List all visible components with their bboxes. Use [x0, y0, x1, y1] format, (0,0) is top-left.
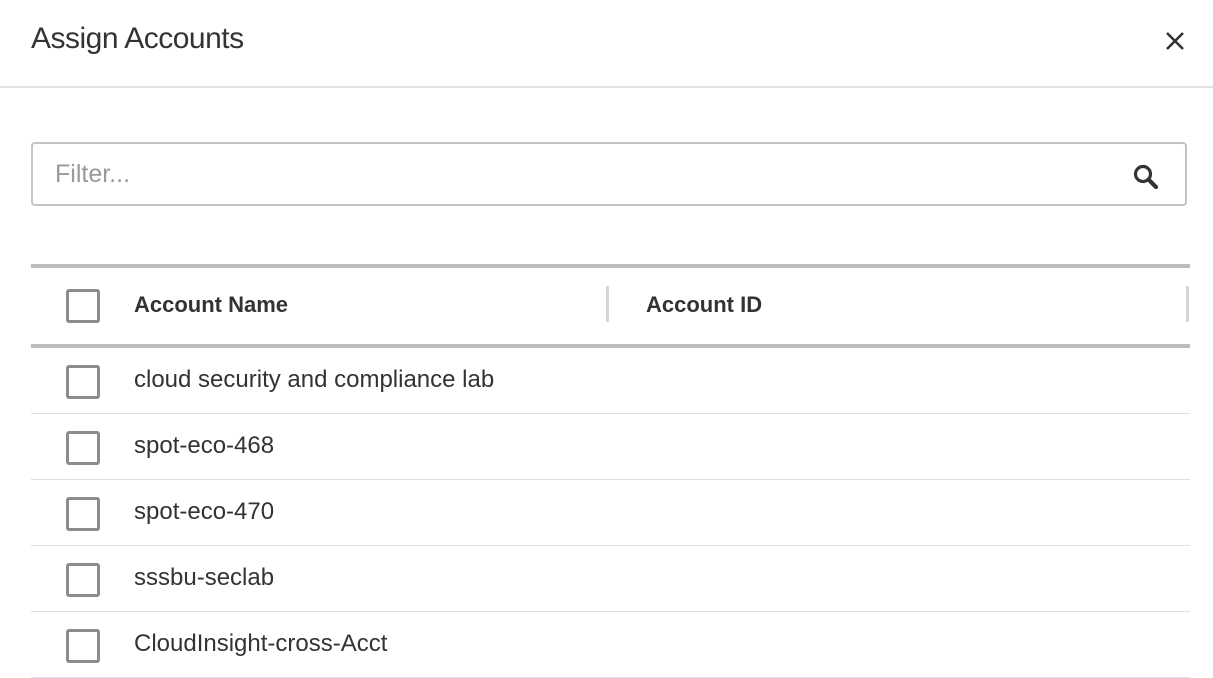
table-row[interactable]: cloud security and compliance lab [31, 348, 1190, 414]
table-header: Account Name Account ID [31, 264, 1190, 348]
dialog-header: Assign Accounts [0, 0, 1213, 88]
account-name: spot-eco-470 [134, 498, 275, 525]
table-row[interactable]: CloudInsight-cross-Acct [31, 612, 1190, 678]
account-name: sssbu-seclab [134, 564, 275, 591]
column-resize-handle[interactable] [1186, 286, 1189, 322]
table-row[interactable]: sssbu-seclab [31, 546, 1190, 612]
row-checkbox[interactable] [66, 563, 100, 597]
account-name: CloudInsight-cross-Acct [134, 630, 388, 657]
table-row[interactable]: spot-eco-470 [31, 480, 1190, 546]
row-checkbox[interactable] [66, 497, 100, 531]
column-header-account-id[interactable]: Account ID [646, 292, 763, 317]
row-checkbox[interactable] [66, 365, 100, 399]
select-all-checkbox[interactable] [66, 289, 100, 323]
account-name: spot-eco-468 [134, 432, 275, 459]
row-checkbox[interactable] [66, 431, 100, 465]
filter-input[interactable] [55, 144, 1115, 204]
table-row[interactable]: spot-eco-468 [31, 414, 1190, 480]
account-name: cloud security and compliance lab [134, 366, 495, 393]
accounts-table: Account Name Account ID cloud security a… [31, 264, 1190, 678]
column-header-account-name[interactable]: Account Name [134, 292, 289, 317]
column-resize-handle[interactable] [606, 286, 609, 322]
filter-field[interactable] [31, 142, 1187, 206]
search-icon[interactable] [1131, 162, 1161, 192]
close-icon[interactable] [1162, 28, 1188, 54]
row-checkbox[interactable] [66, 629, 100, 663]
dialog-title: Assign Accounts [31, 22, 244, 55]
